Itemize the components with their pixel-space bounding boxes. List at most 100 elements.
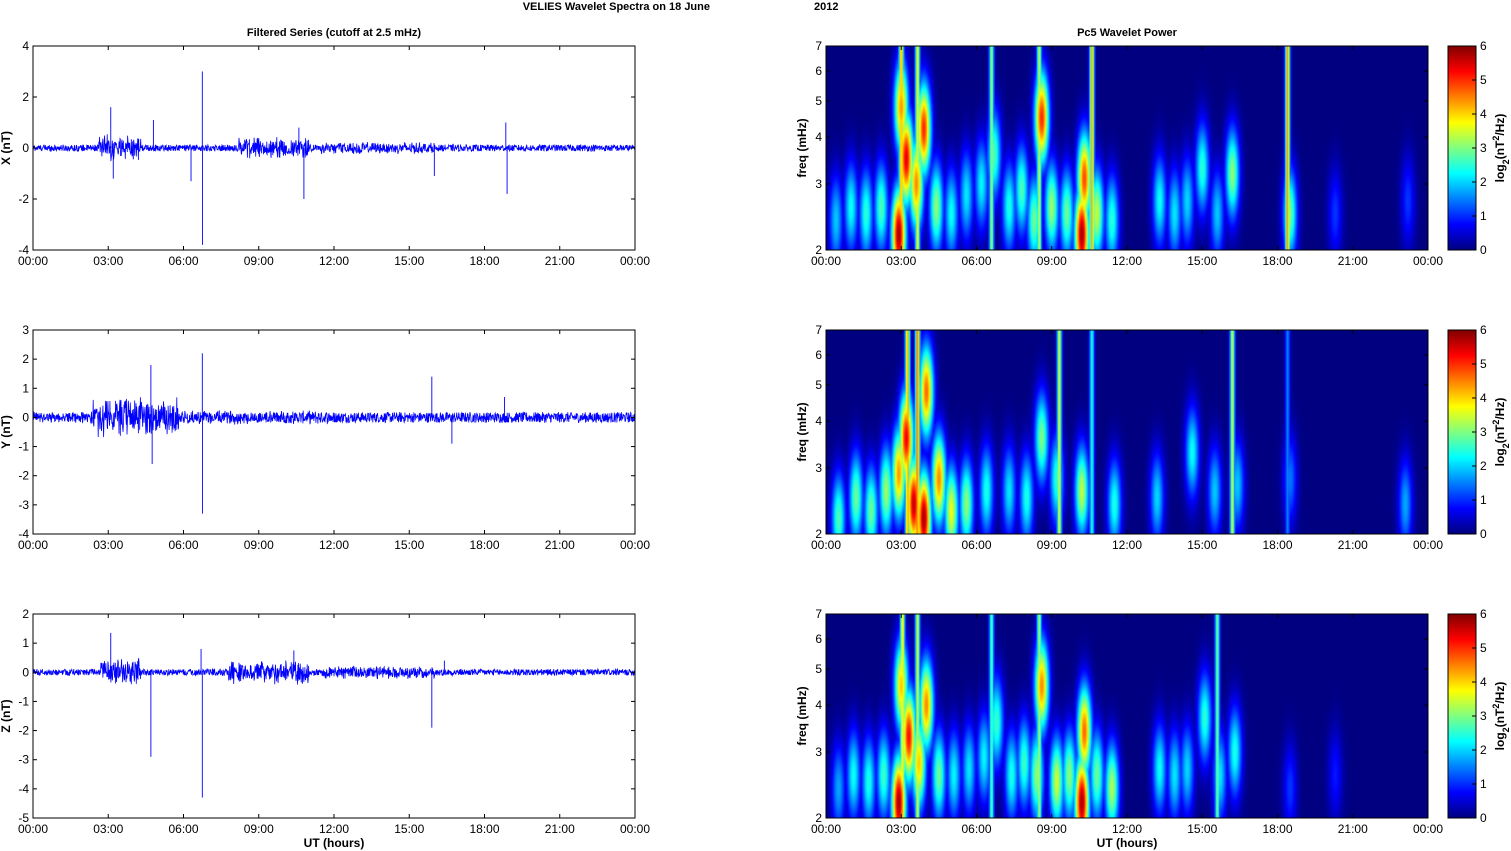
- colorbar-bar: [1447, 45, 1477, 251]
- wavelet-x-tick-label: 21:00: [1338, 822, 1368, 836]
- colorbar-tick-label: 4: [1480, 107, 1487, 121]
- series-x-tick-label: 00:00: [18, 822, 48, 836]
- series-y-tick-label: -2: [18, 724, 29, 738]
- series-plot-area: [33, 330, 635, 534]
- left-column-title: Filtered Series (cutoff at 2.5 mHz): [247, 27, 422, 39]
- colorbar-label-part: /Hz): [1493, 398, 1507, 420]
- wavelet-y-tick-label: 5: [815, 94, 822, 108]
- colorbar-label: log2(nT2/Hz): [1491, 114, 1511, 183]
- series-trace: [33, 134, 635, 162]
- colorbar-tick-label: 0: [1480, 527, 1487, 541]
- wavelet-x-tick-label: 03:00: [886, 538, 916, 552]
- series-x-tick-label: 18:00: [469, 254, 499, 268]
- colorbar-label-part: (nT: [1493, 424, 1507, 443]
- wavelet-y-tick-label: 7: [815, 323, 822, 337]
- wavelet-x-tick-label: 12:00: [1112, 822, 1142, 836]
- wavelet-x-tick-label: 06:00: [961, 254, 991, 268]
- wavelet-y-tick-label: 3: [815, 461, 822, 475]
- wavelet-y-axis-label: freq (mHz): [795, 686, 809, 745]
- colorbar-tick-label: 6: [1480, 39, 1487, 53]
- colorbar-tick-label: 1: [1480, 209, 1487, 223]
- series-x-tick-label: 12:00: [319, 822, 349, 836]
- colorbar-tick-label: 0: [1480, 243, 1487, 257]
- wavelet-x-tick-label: 15:00: [1187, 822, 1217, 836]
- wavelet-x-tick-label: 09:00: [1037, 254, 1067, 268]
- colorbar-label-part: 2: [1501, 443, 1511, 448]
- wavelet-x-tick-label: 06:00: [961, 822, 991, 836]
- wavelet-x-tick-label: 09:00: [1037, 538, 1067, 552]
- series-y-axis-label: Y (nT): [0, 415, 13, 449]
- series-x-tick-label: 12:00: [319, 254, 349, 268]
- colorbar-tick-label: 1: [1480, 777, 1487, 791]
- series-x-tick-label: 21:00: [545, 822, 575, 836]
- series-y-tick-label: -1: [18, 440, 29, 454]
- series-trace: [33, 397, 635, 438]
- series-y-tick-label: 2: [22, 607, 29, 621]
- colorbar-label-part: /Hz): [1493, 682, 1507, 704]
- series-y-axis-label: X (nT): [0, 131, 13, 165]
- colorbar-bar: [1447, 613, 1477, 819]
- colorbar-tick-label: 1: [1480, 493, 1487, 507]
- series-y-tick-label: -4: [18, 527, 29, 541]
- series-trace: [33, 657, 635, 685]
- wavelet-x-tick-label: 21:00: [1338, 254, 1368, 268]
- series-x-tick-label: 00:00: [18, 254, 48, 268]
- colorbar-tick-label: 4: [1480, 675, 1487, 689]
- colorbar-label-part: 2: [1491, 420, 1501, 425]
- series-y-tick-label: -2: [18, 469, 29, 483]
- series-y-tick-label: 3: [22, 323, 29, 337]
- figure-title-year: 2012: [814, 1, 838, 13]
- series-x-tick-label: 18:00: [469, 822, 499, 836]
- colorbar-bar: [1447, 329, 1477, 535]
- wavelet-x-tick-label: 21:00: [1338, 538, 1368, 552]
- wavelet-y-axis-label: freq (mHz): [795, 118, 809, 177]
- series-y-tick-label: 4: [22, 39, 29, 53]
- series-y-tick-label: -2: [18, 192, 29, 206]
- wavelet-y-tick-label: 7: [815, 607, 822, 621]
- wavelet-y-tick-label: 6: [815, 64, 822, 78]
- wavelet-x-tick-label: 12:00: [1112, 254, 1142, 268]
- series-x-tick-label: 15:00: [394, 538, 424, 552]
- series-x-tick-label: 00:00: [620, 538, 650, 552]
- series-y-tick-label: -3: [18, 498, 29, 512]
- series-y-tick-label: 2: [22, 352, 29, 366]
- wavelet-y-tick-label: 6: [815, 632, 822, 646]
- wavelet-x-tick-label: 03:00: [886, 822, 916, 836]
- wavelet-y-tick-label: 2: [815, 243, 822, 257]
- wavelet-x-tick-label: 00:00: [1413, 822, 1443, 836]
- wavelet-x-tick-label: 06:00: [961, 538, 991, 552]
- colorbar-tick-label: 6: [1480, 323, 1487, 337]
- wavelet-y-tick-label: 7: [815, 39, 822, 53]
- series-x-tick-label: 21:00: [545, 254, 575, 268]
- wavelet-y-tick-label: 2: [815, 527, 822, 541]
- wavelet-x-tick-label: 12:00: [1112, 538, 1142, 552]
- wavelet-x-tick-label: 18:00: [1262, 254, 1292, 268]
- series-y-tick-label: 2: [22, 90, 29, 104]
- colorbar-tick-label: 2: [1480, 743, 1487, 757]
- colorbar-tick-label: 5: [1480, 73, 1487, 87]
- wavelet-x-tick-label: 00:00: [811, 538, 841, 552]
- series-y-axis-label: Z (nT): [0, 699, 13, 732]
- colorbar-tick-label: 5: [1480, 641, 1487, 655]
- wavelet-y-tick-label: 4: [815, 130, 822, 144]
- wavelet-power-image: [826, 330, 1428, 534]
- wavelet-y-tick-label: 4: [815, 698, 822, 712]
- wavelet-y-tick-label: 6: [815, 348, 822, 362]
- right-x-axis-label: UT (hours): [1097, 836, 1158, 850]
- series-x-tick-label: 15:00: [394, 254, 424, 268]
- colorbar-tick-label: 2: [1480, 459, 1487, 473]
- colorbar-label-part: log: [1493, 448, 1507, 466]
- left-x-axis-label: UT (hours): [304, 836, 365, 850]
- series-x-tick-label: 00:00: [18, 538, 48, 552]
- series-x-tick-label: 12:00: [319, 538, 349, 552]
- wavelet-y-tick-label: 5: [815, 378, 822, 392]
- wavelet-y-tick-label: 5: [815, 662, 822, 676]
- series-y-tick-label: -1: [18, 694, 29, 708]
- series-x-tick-label: 03:00: [93, 538, 123, 552]
- series-plot-area: [33, 614, 635, 818]
- series-y-tick-label: 0: [22, 665, 29, 679]
